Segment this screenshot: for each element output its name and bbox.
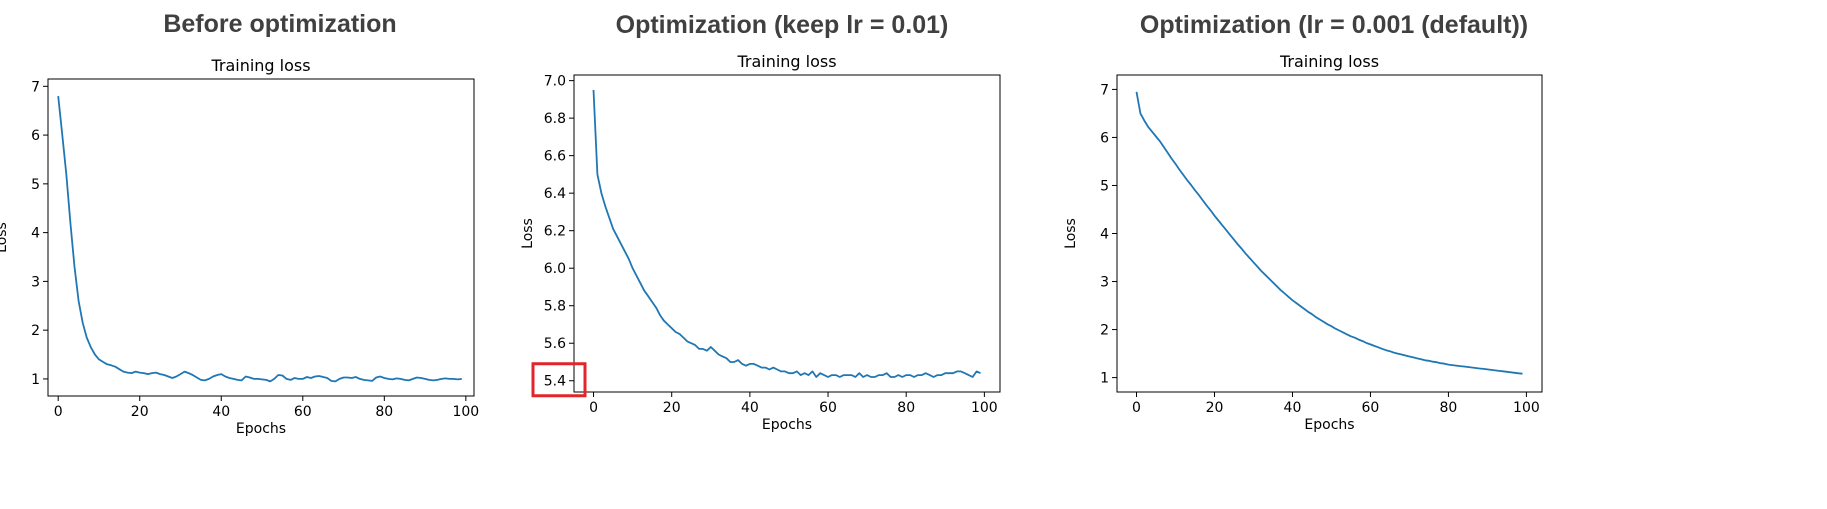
y-tick-label: 2 bbox=[31, 323, 40, 339]
x-tick-label: 100 bbox=[1513, 400, 1540, 416]
x-tick-label: 80 bbox=[1440, 400, 1458, 416]
chart-title: Training loss bbox=[736, 52, 836, 71]
y-tick-label: 3 bbox=[31, 274, 40, 290]
x-tick-label: 20 bbox=[663, 400, 681, 416]
y-tick-label: 5.6 bbox=[544, 336, 566, 352]
y-tick-label: 5 bbox=[31, 177, 40, 193]
plot-frame bbox=[573, 74, 1001, 393]
x-tick-label: 100 bbox=[452, 404, 479, 420]
chart-title: Training loss bbox=[1279, 52, 1379, 71]
series-line-1 bbox=[592, 89, 981, 378]
y-tick-label: 6.2 bbox=[544, 224, 566, 240]
y-tick-label: 6.0 bbox=[544, 261, 566, 277]
panel-heading-keep-lr: Optimization (keep lr = 0.01) bbox=[615, 11, 949, 39]
series-line-1 bbox=[57, 96, 462, 383]
x-tick-label: 60 bbox=[294, 404, 312, 420]
y-tick-label: 5 bbox=[1100, 178, 1109, 194]
chart-1: Training loss 0 20 40 60 80 100 1 2 3 4 5 6 7 Epochs Lo… bbox=[0, 56, 479, 437]
x-axis-label: Epochs bbox=[762, 417, 812, 433]
y-tick-label: 4 bbox=[1100, 227, 1109, 243]
x-tick-label: 40 bbox=[1284, 400, 1302, 416]
x-tick-label: 0 bbox=[54, 404, 63, 420]
y-tick-label: 2 bbox=[1100, 323, 1109, 339]
y-tick-label: 3 bbox=[1100, 275, 1109, 291]
chart-3: Training loss 0 20 40 60 80 100 1 2 3 4 5 6 7 Epochs Lo… bbox=[1063, 52, 1543, 433]
y-tick-label: 7.0 bbox=[544, 74, 566, 90]
chart-title: Training loss bbox=[210, 56, 310, 75]
chart-2: Training loss 0 20 40 60 80 100 5.4 5.6 5.8 6.0 6.2… bbox=[520, 52, 1001, 433]
x-tick-label: 40 bbox=[741, 400, 759, 416]
y-axis-label: Loss bbox=[1063, 218, 1079, 249]
x-tick-label: 20 bbox=[131, 404, 149, 420]
x-tick-label: 60 bbox=[1362, 400, 1380, 416]
y-axis-label: Loss bbox=[0, 222, 10, 253]
x-tick-label: 80 bbox=[375, 404, 393, 420]
y-tick-label: 7 bbox=[31, 79, 40, 95]
x-tick-label: 40 bbox=[212, 404, 230, 420]
x-axis-label: Epochs bbox=[236, 421, 286, 437]
y-tick-label: 6.4 bbox=[544, 186, 566, 202]
series-line-1 bbox=[1135, 91, 1523, 375]
y-tick-label: 1 bbox=[31, 372, 40, 388]
y-tick-label: 6 bbox=[1100, 130, 1109, 146]
y-tick-label: 6 bbox=[31, 128, 40, 144]
y-tick-label: 6.8 bbox=[544, 111, 566, 127]
y-tick-label: 5.8 bbox=[544, 299, 566, 315]
x-tick-label: 0 bbox=[589, 400, 598, 416]
x-tick-label: 80 bbox=[897, 400, 915, 416]
panel-heading-default-lr: Optimization (lr = 0.001 (default)) bbox=[1139, 11, 1529, 39]
y-tick-label: 5.4 bbox=[544, 374, 566, 390]
plot-frame bbox=[1116, 74, 1543, 393]
y-tick-label: 4 bbox=[31, 226, 40, 242]
highlight-box bbox=[531, 362, 587, 398]
y-tick-label: 1 bbox=[1100, 371, 1109, 387]
x-axis-label: Epochs bbox=[1304, 417, 1354, 433]
x-tick-label: 60 bbox=[819, 400, 837, 416]
plot-frame bbox=[47, 78, 475, 397]
x-tick-label: 20 bbox=[1206, 400, 1224, 416]
x-tick-label: 0 bbox=[1132, 400, 1141, 416]
y-tick-label: 7 bbox=[1100, 82, 1109, 98]
y-axis-label: Loss bbox=[520, 218, 536, 249]
x-tick-label: 100 bbox=[971, 400, 998, 416]
panel-heading-before: Before optimization bbox=[163, 10, 397, 38]
y-tick-label: 6.6 bbox=[544, 149, 566, 165]
